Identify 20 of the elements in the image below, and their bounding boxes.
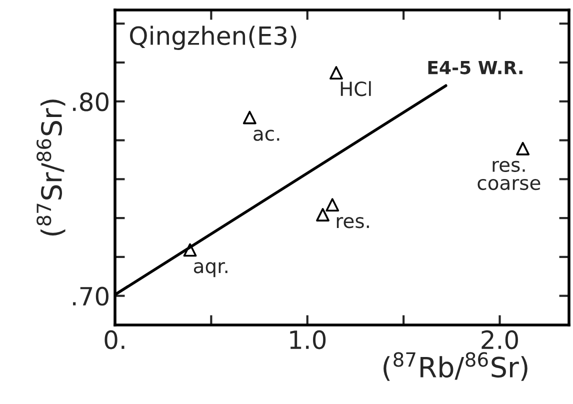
text: Qingzhen(E3) [130, 26, 296, 50]
point [183, 243, 197, 257]
series-label: E4-5 W.R. [428, 60, 522, 74]
point [316, 208, 330, 222]
x-tick-label: 2.0 [482, 330, 518, 350]
point [330, 66, 343, 80]
x-tick-label: 1.0 [290, 330, 326, 350]
annotation: aqr. [194, 262, 228, 278]
annotation: ac. [254, 130, 280, 141]
y-tick-label: .80 [73, 92, 108, 112]
point [242, 110, 256, 124]
point [516, 142, 530, 156]
y-axis-title: ($^{87}$Sr/$^{86}$Sr) [36, 100, 66, 236]
x-tick-label: 0. [104, 330, 124, 350]
annotation: HCl [340, 81, 371, 96]
point [326, 198, 340, 212]
y-tick-label: .70 [73, 286, 108, 306]
annotation: res. coarse [478, 160, 540, 190]
annotation: res. [336, 217, 369, 228]
x-axis-title: ($^{87}$Rb/$^{86}$Sr) [384, 352, 528, 381]
